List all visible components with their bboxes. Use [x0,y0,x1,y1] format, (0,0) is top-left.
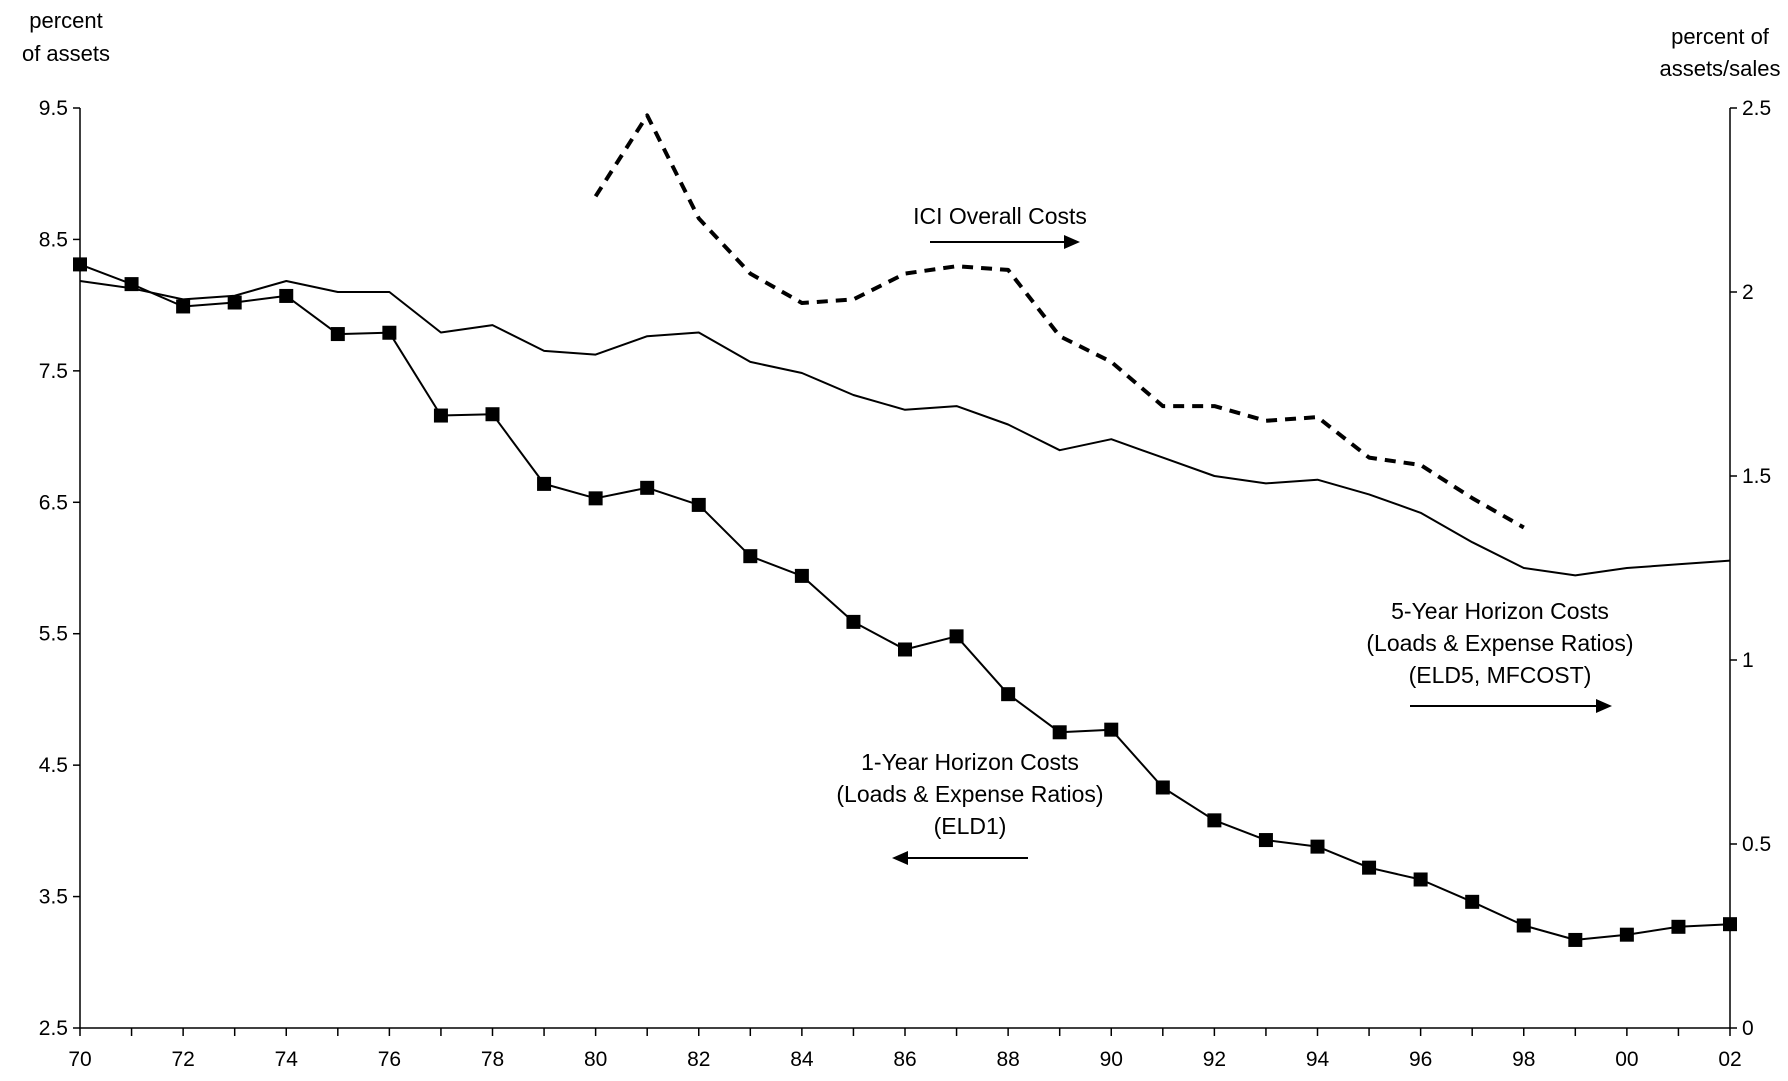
eld1-marker [1619,927,1634,942]
x-tick-label: 74 [275,1048,299,1071]
eld1-marker [794,568,809,583]
eld1-marker [691,497,706,512]
x-tick-label: 86 [893,1048,916,1071]
eld1-marker [73,257,87,272]
eld1-marker [279,288,294,303]
ici-annotation: ICI Overall Costs [913,203,1087,249]
ici-annotation-arrowhead [1064,235,1080,249]
eld5-annotation-line-1: 5-Year Horizon Costs [1391,598,1609,624]
eld1-marker [1671,919,1686,934]
left-axis-ticks: 2.5 3.5 4.5 5.5 6.5 7.5 8.5 9.5 [39,97,80,1040]
eld1-marker [1362,860,1377,875]
right-tick-label: 1.5 [1742,465,1771,488]
x-tick-label: 02 [1718,1048,1741,1071]
eld1-marker [382,325,397,340]
x-tick-label: 84 [790,1048,814,1071]
x-axis-ticks: 70 72 74 76 78 80 82 84 86 88 90 92 94 96 98 00 02 [68,1028,1742,1071]
eld1-marker [846,614,861,629]
ici-line [593,113,1525,530]
x-tick-label: 82 [687,1048,710,1071]
eld1-marker [1052,725,1067,740]
eld1-marker [640,480,655,495]
eld1-marker [949,629,964,644]
series-layer [73,113,1737,947]
eld1-marker [898,642,912,657]
ici-annotation-label: ICI Overall Costs [913,203,1087,229]
eld1-marker [1516,918,1531,933]
left-tick-label: 3.5 [39,886,68,909]
eld1-marker [1413,872,1428,887]
eld1-marker [1207,813,1222,828]
right-axis-title: percent of assets/sales [1659,24,1780,81]
left-tick-label: 5.5 [39,623,68,646]
eld5-annotation: 5-Year Horizon Costs (Loads & Expense Ra… [1366,598,1634,713]
eld5-annotation-arrowhead [1596,699,1612,713]
left-axis-title: percent of assets [22,8,110,66]
eld1-marker [1568,932,1583,947]
eld1-marker [1465,894,1480,909]
left-tick-label: 8.5 [39,228,68,251]
left-tick-label: 7.5 [39,360,68,383]
eld1-marker [588,491,603,506]
right-axis-title-line-1: percent of [1671,24,1770,49]
left-axis-title-line-1: percent [29,8,102,33]
axes [79,108,1731,1029]
eld5-annotation-line-3: (ELD5, MFCOST) [1409,662,1592,688]
right-tick-label: 2.5 [1742,97,1771,120]
eld1-marker [330,327,345,342]
x-tick-label: 00 [1615,1048,1638,1071]
x-tick-label: 72 [171,1048,194,1071]
eld1-marker [485,407,500,422]
right-axis-ticks: 0 0.5 1 1.5 2 2.5 [1730,97,1771,1040]
eld1-annotation-line-3: (ELD1) [934,813,1007,839]
eld1-annotation: 1-Year Horizon Costs (Loads & Expense Ra… [836,749,1104,865]
right-tick-label: 0.5 [1742,833,1771,856]
eld1-annotation-line-1: 1-Year Horizon Costs [861,749,1079,775]
x-tick-label: 96 [1409,1048,1432,1071]
right-tick-label: 2 [1742,281,1754,304]
eld5-series [79,280,1731,577]
eld1-marker [1155,780,1170,795]
eld1-marker [1258,833,1273,848]
eld1-marker [1001,687,1016,702]
eld5-annotation-line-2: (Loads & Expense Ratios) [1366,630,1633,656]
x-tick-label: 80 [584,1048,607,1071]
x-tick-label: 90 [1100,1048,1123,1071]
left-tick-label: 9.5 [39,97,68,120]
left-tick-label: 2.5 [39,1017,68,1040]
x-tick-label: 88 [996,1048,1019,1071]
eld1-marker [433,408,448,423]
right-tick-label: 0 [1742,1017,1754,1040]
eld1-marker [1723,917,1737,932]
eld1-annotation-line-2: (Loads & Expense Ratios) [836,781,1103,807]
eld1-marker [227,295,242,310]
left-tick-label: 4.5 [39,754,68,777]
x-tick-label: 98 [1512,1048,1535,1071]
ici-series [593,113,1525,530]
eld1-marker [1310,839,1325,854]
eld1-marker [537,476,552,491]
x-tick-label: 94 [1306,1048,1330,1071]
eld1-series [73,257,1737,947]
eld1-marker [743,549,758,564]
left-tick-label: 6.5 [39,491,68,514]
right-tick-label: 1 [1742,649,1754,672]
x-tick-label: 70 [68,1048,91,1071]
x-tick-label: 78 [481,1048,504,1071]
x-tick-label: 76 [378,1048,401,1071]
eld1-marker [1104,722,1119,737]
x-tick-label: 92 [1203,1048,1226,1071]
left-axis-title-line-2: of assets [22,41,110,66]
right-axis-title-line-2: assets/sales [1659,56,1780,81]
eld1-annotation-arrowhead [892,851,908,865]
eld5-line [79,280,1731,577]
eld1-marker [176,299,191,314]
